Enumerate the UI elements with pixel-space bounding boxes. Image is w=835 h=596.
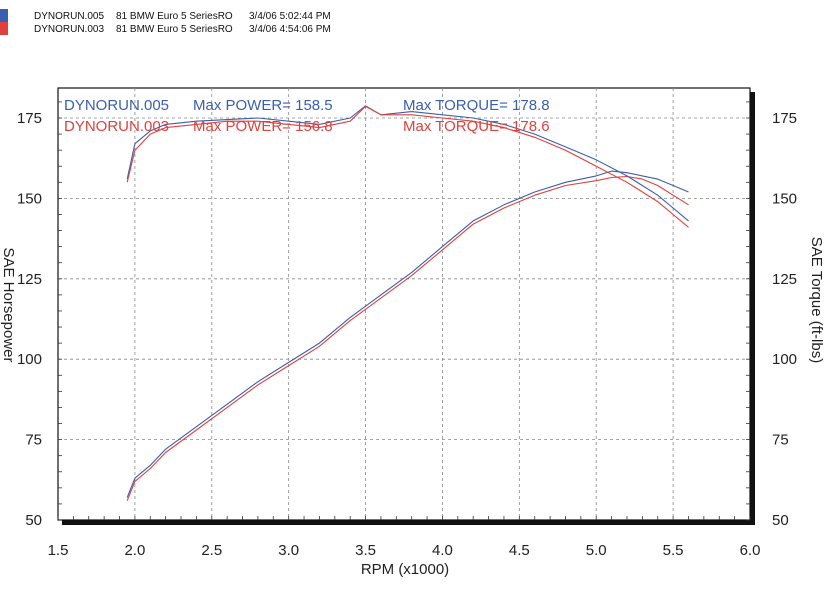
series-dynorun-005-horsepower [126, 170, 689, 498]
header-run-0-vehicle: 81 BMW Euro 5 SeriesRO [116, 11, 233, 22]
header-run-0-file: DYNORUN.005 [34, 11, 104, 22]
x-tick-label: 2.5 [201, 542, 222, 559]
left-tick-label: 150 [17, 190, 42, 207]
x-tick-label: 5.5 [663, 542, 684, 559]
right-tick-label: 75 [772, 432, 789, 449]
annotation-0-torque: Max TORQUE= 178.8 [403, 97, 550, 114]
left-tick-label: 75 [25, 432, 42, 449]
axis-ticks: 1.5 2.0 2.5 3.0 3.5 4.0 4.5 5.0 5.5 6.0 50 50 75 75 10… [17, 101, 797, 559]
left-tick-label: 100 [17, 351, 42, 368]
left-axis-title: SAE Horsepower [0, 247, 17, 362]
header-run-1-datetime: 3/4/06 4:54:06 PM [249, 24, 331, 35]
series-lines [126, 105, 689, 501]
x-tick-label: 5.0 [586, 542, 607, 559]
header-run-0-datetime: 3/4/06 5:02:44 PM [249, 11, 331, 22]
plot-shadow-right [750, 92, 755, 525]
header-run-1-swatch [0, 22, 8, 35]
series-dynorun-003-torque [126, 105, 689, 228]
right-tick-label: 125 [772, 271, 797, 288]
annotation-0-run: DYNORUN.005 [64, 97, 169, 114]
annotation-0-power: Max POWER= 158.5 [193, 97, 333, 114]
plot-shadow-bottom [62, 520, 755, 525]
x-tick-label: 6.0 [740, 542, 761, 559]
x-tick-label: 3.0 [278, 542, 299, 559]
right-axis-title: SAE Torque (ft-lbs) [808, 237, 825, 363]
header-run-1-vehicle: 81 BMW Euro 5 SeriesRO [116, 24, 233, 35]
x-tick-label: 4.5 [509, 542, 530, 559]
x-tick-label: 3.5 [355, 542, 376, 559]
left-tick-label: 125 [17, 271, 42, 288]
plot-frame [57, 87, 751, 521]
annotation-1-power: Max POWER= 156.8 [193, 118, 333, 135]
header-legend: DYNORUN.005 81 BMW Euro 5 SeriesRO 3/4/0… [0, 9, 331, 35]
right-tick-label: 50 [772, 512, 789, 529]
right-tick-label: 150 [772, 190, 797, 207]
run-annotations: DYNORUN.005 Max POWER= 158.5 Max TORQUE=… [64, 97, 550, 135]
right-tick-label: 175 [772, 110, 797, 127]
right-tick-label: 100 [772, 351, 797, 368]
x-tick-label: 1.5 [48, 542, 69, 559]
annotation-1-run: DYNORUN.003 [64, 118, 169, 135]
left-tick-label: 175 [17, 110, 42, 127]
x-tick-label: 2.0 [124, 542, 145, 559]
x-axis-title: RPM (x1000) [361, 561, 449, 578]
header-run-0-swatch [0, 9, 8, 22]
left-tick-label: 50 [25, 512, 42, 529]
annotation-1-torque: Max TORQUE= 178.6 [403, 118, 550, 135]
x-tick-label: 4.0 [432, 542, 453, 559]
header-run-1-file: DYNORUN.003 [34, 24, 104, 35]
grid [58, 88, 750, 520]
